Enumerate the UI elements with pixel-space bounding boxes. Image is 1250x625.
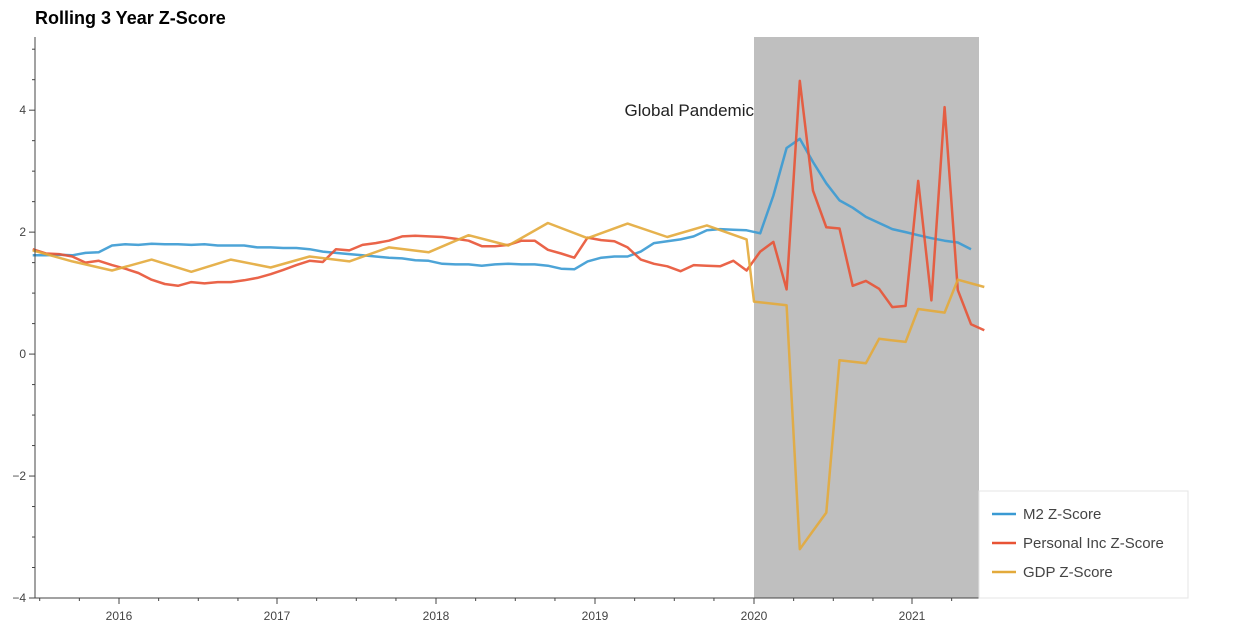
series-line-2: [32, 221, 985, 551]
legend-label-1: Personal Inc Z-Score: [1023, 535, 1164, 552]
y-tick-label: 4: [19, 103, 26, 117]
legend: M2 Z-Score Personal Inc Z-Score GDP Z-Scor…: [978, 490, 1189, 599]
annotation-global-pandemic: Global Pandemic: [625, 101, 755, 120]
x-tick-label: 2021: [899, 609, 926, 623]
y-tick-label: −4: [12, 591, 26, 605]
axes-layer: −4 −2 0 2 4 2016 2017 2018 2019 2020 2021: [12, 37, 979, 623]
annotation-layer: Global Pandemic: [625, 101, 755, 120]
x-tick-label: 2016: [106, 609, 133, 623]
series-layer: [32, 79, 985, 551]
x-tick-label: 2018: [423, 609, 450, 623]
x-tick-label: 2020: [741, 609, 768, 623]
legend-label-2: GDP Z-Score: [1023, 564, 1113, 581]
shaded-region: [754, 37, 979, 598]
x-tick-label: 2017: [264, 609, 291, 623]
shaded-region-layer: [754, 37, 979, 598]
y-tick-label: −2: [12, 469, 26, 483]
chart-title: Rolling 3 Year Z-Score: [35, 8, 226, 28]
y-tick-label: 2: [19, 225, 26, 239]
x-tick-label: 2019: [582, 609, 609, 623]
series-line-0: [32, 137, 972, 271]
legend-label-0: M2 Z-Score: [1023, 506, 1101, 523]
y-tick-label: 0: [19, 347, 26, 361]
legend-box: [978, 490, 1189, 599]
